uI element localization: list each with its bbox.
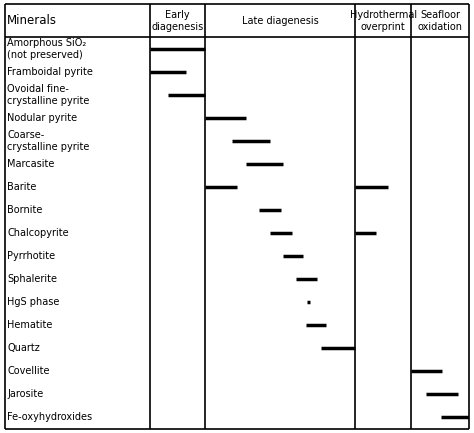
Text: Coarse-
crystalline pyrite: Coarse- crystalline pyrite <box>7 130 90 152</box>
Text: Hydrothermal
overprint: Hydrothermal overprint <box>350 10 417 32</box>
Text: Minerals: Minerals <box>7 14 57 27</box>
Text: HgS phase: HgS phase <box>7 297 59 307</box>
Text: Nodular pyrite: Nodular pyrite <box>7 113 77 123</box>
Text: Chalcopyrite: Chalcopyrite <box>7 228 69 238</box>
Text: Marcasite: Marcasite <box>7 159 55 169</box>
Text: Ovoidal fine-
crystalline pyrite: Ovoidal fine- crystalline pyrite <box>7 84 90 106</box>
Text: Sphalerite: Sphalerite <box>7 274 57 284</box>
Text: Fe-oxyhydroxides: Fe-oxyhydroxides <box>7 412 92 422</box>
Text: Late diagenesis: Late diagenesis <box>242 16 319 26</box>
Text: Barite: Barite <box>7 182 36 192</box>
Text: Pyrrhotite: Pyrrhotite <box>7 251 55 261</box>
Text: Bornite: Bornite <box>7 205 43 215</box>
Text: Amorphous SiO₂
(not preserved): Amorphous SiO₂ (not preserved) <box>7 38 86 60</box>
Text: Seafloor
oxidation: Seafloor oxidation <box>418 10 463 32</box>
Text: Framboidal pyrite: Framboidal pyrite <box>7 67 93 77</box>
Text: Early
diagenesis: Early diagenesis <box>151 10 204 32</box>
Text: Quartz: Quartz <box>7 343 40 353</box>
Text: Jarosite: Jarosite <box>7 389 43 399</box>
Text: Covellite: Covellite <box>7 366 50 376</box>
Text: Hematite: Hematite <box>7 320 53 330</box>
